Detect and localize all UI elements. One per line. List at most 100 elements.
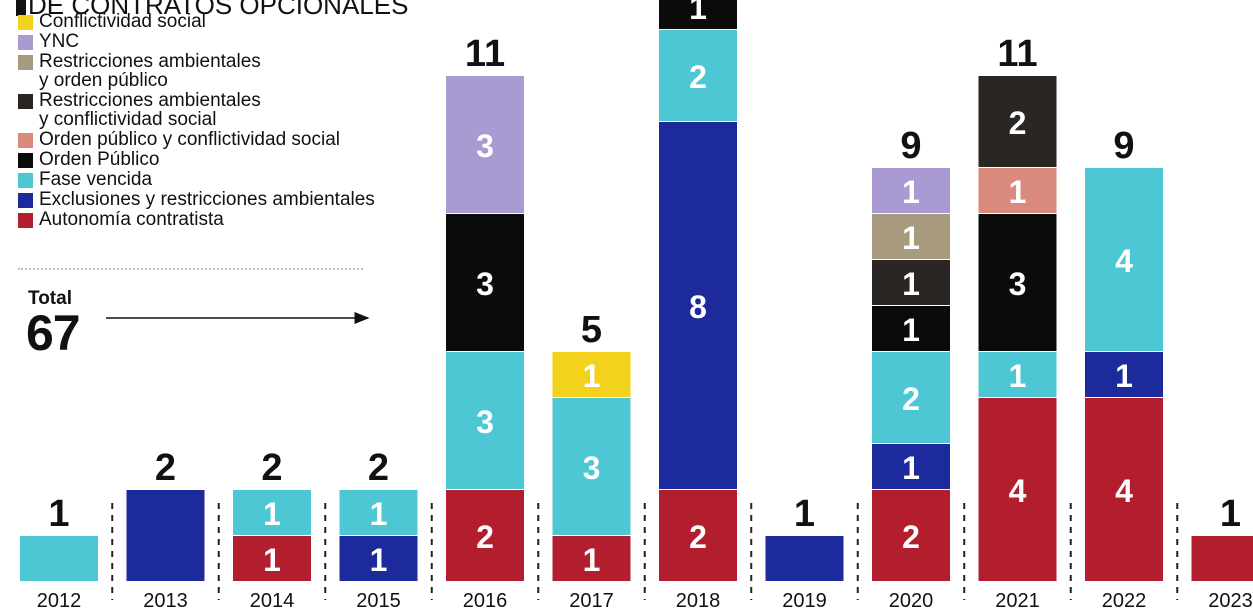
bar-segment [978, 214, 1057, 351]
bar-segment [872, 306, 950, 351]
bar-segment [552, 536, 631, 581]
legend-divider [18, 268, 363, 270]
bar-segment [659, 30, 737, 121]
x-tick-label: 2023 [1208, 590, 1253, 611]
x-tick-label: 2014 [250, 590, 295, 611]
bar-total-label: 9 [1113, 125, 1134, 167]
bar-segment [20, 536, 98, 581]
bar-segment [872, 490, 950, 581]
bar-segment [446, 352, 524, 489]
segment-value-label: 1 [370, 496, 388, 532]
bar-segment [552, 352, 631, 397]
bar-segment [126, 490, 205, 581]
bar-segment [446, 490, 524, 581]
bar-segment [1085, 398, 1163, 581]
bar-segment [978, 76, 1057, 167]
bar-total-label: 1 [1220, 493, 1241, 535]
segment-value-label: 2 [689, 519, 707, 555]
bar-segment [446, 214, 524, 351]
x-tick-label: 2020 [889, 590, 934, 611]
bar-segment [872, 214, 950, 259]
bar-segment [659, 122, 737, 489]
legend-label: Fase vencida [39, 169, 153, 190]
x-tick-label: 2021 [995, 590, 1040, 611]
segment-value-label: 1 [583, 358, 601, 394]
segment-value-label: 2 [902, 381, 920, 417]
legend-swatch [18, 35, 33, 50]
bar-segment [446, 76, 524, 213]
segment-value-label: 1 [1009, 174, 1027, 210]
x-tick-label: 2022 [1102, 590, 1147, 611]
segment-value-label: 1 [1009, 358, 1027, 394]
legend-label: Exclusiones y restricciones ambientales [39, 189, 375, 210]
bar-segment [1085, 352, 1163, 397]
segment-value-label: 3 [583, 450, 601, 486]
bar-total-label: 2 [155, 447, 176, 489]
bar-segment [233, 490, 311, 535]
segment-value-label: 1 [263, 496, 281, 532]
legend-label: Conflictividad social [39, 11, 206, 32]
bar-segment [872, 352, 950, 443]
segment-value-label: 2 [476, 519, 494, 555]
segment-value-label: 3 [1009, 266, 1027, 302]
legend-swatch [18, 173, 33, 188]
segment-value-label: 3 [476, 128, 494, 164]
legend-swatch [18, 213, 33, 228]
segment-value-label: 1 [902, 266, 920, 302]
legend-label: Autonomía contratista [39, 209, 224, 230]
legend-label: Restricciones ambientales y conflictivid… [39, 90, 261, 130]
legend-swatch [18, 153, 33, 168]
segment-value-label: 8 [689, 289, 707, 325]
segment-value-label: 2 [689, 59, 707, 95]
legend-swatch [18, 94, 33, 109]
segment-value-label: 1 [370, 542, 388, 578]
bar-segment [659, 0, 737, 29]
legend-item: Orden público y conflictividad social [18, 130, 375, 149]
segment-value-label: 2 [902, 519, 920, 555]
bar-total-label: 1 [48, 493, 69, 535]
segment-value-label: 1 [583, 542, 601, 578]
legend-swatch [18, 193, 33, 208]
legend-label: Restricciones ambientales y orden públic… [39, 51, 261, 91]
chart-title-fragment: DE CONTRATOS OPCIONALES [16, 0, 408, 21]
segment-value-label: 1 [263, 542, 281, 578]
bar-segment [659, 490, 737, 581]
legend: Conflictividad social YNC Restricciones am… [18, 12, 375, 230]
bar-segment [978, 168, 1057, 213]
legend-swatch [18, 15, 33, 30]
x-tick-label: 2016 [463, 590, 508, 611]
bar-total-label: 9 [900, 125, 921, 167]
bar-total-label: 2 [368, 447, 389, 489]
bar-total-label: 11 [465, 33, 505, 75]
segment-value-label: 1 [1115, 358, 1133, 394]
x-tick-label: 2013 [143, 590, 188, 611]
segment-value-label: 1 [902, 450, 920, 486]
legend-swatch [18, 55, 33, 70]
legend-swatch [18, 133, 33, 148]
bar-segment [1085, 168, 1163, 351]
bar-segment [978, 352, 1057, 397]
segment-value-label: 3 [476, 266, 494, 302]
segment-value-label: 4 [1009, 473, 1027, 509]
legend-item: Exclusiones y restricciones ambientales [18, 190, 375, 209]
legend-item: Autonomía contratista [18, 210, 375, 229]
segment-value-label: 3 [476, 404, 494, 440]
legend-item: Restricciones ambientales y orden públic… [18, 52, 375, 90]
x-tick-label: 2018 [676, 590, 721, 611]
x-tick-label: 2012 [37, 590, 82, 611]
legend-label: Orden público y conflictividad social [39, 129, 340, 150]
bar-segment [978, 398, 1057, 581]
legend-item: Conflictividad social [18, 12, 375, 31]
segment-value-label: 2 [1009, 105, 1027, 141]
bar-segment [872, 168, 950, 213]
bar-total-label: 5 [581, 309, 602, 351]
legend-item: Orden Público [18, 150, 375, 169]
x-tick-label: 2017 [569, 590, 614, 611]
bar-segment [339, 490, 418, 535]
bar-segment [339, 536, 418, 581]
bar-total-label: 11 [997, 33, 1037, 75]
segment-value-label: 4 [1115, 473, 1133, 509]
bar-segment [1191, 536, 1253, 581]
segment-value-label: 1 [689, 0, 707, 26]
